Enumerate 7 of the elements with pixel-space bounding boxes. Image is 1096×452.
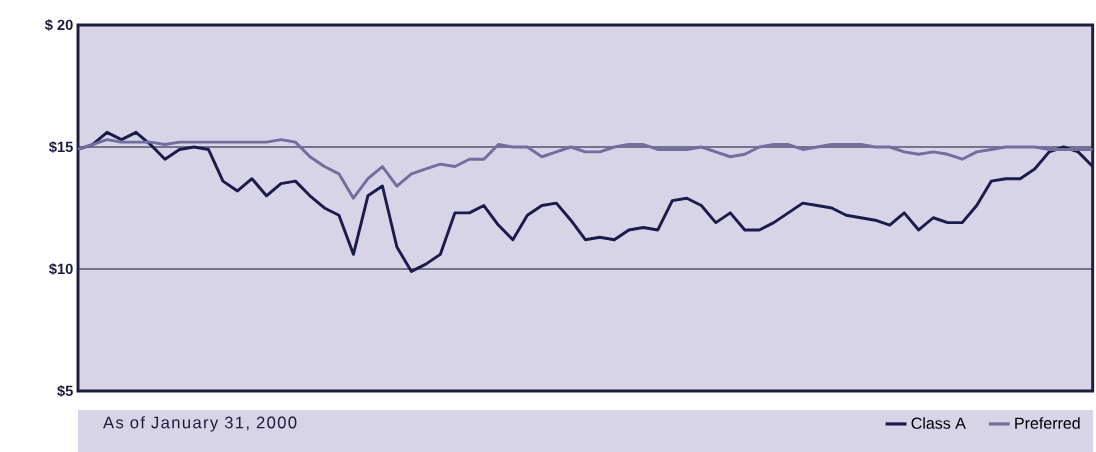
y-tick-label: $10 (49, 263, 73, 275)
legend-label: Class A (911, 417, 966, 429)
text: As of January 31, 2000 (103, 416, 297, 432)
legend-label: Preferred (1015, 417, 1080, 429)
y-tick-label: $ 20 (44, 19, 73, 31)
y-tick-label: $5 (57, 385, 73, 397)
y-tick-label: $15 (49, 141, 73, 153)
